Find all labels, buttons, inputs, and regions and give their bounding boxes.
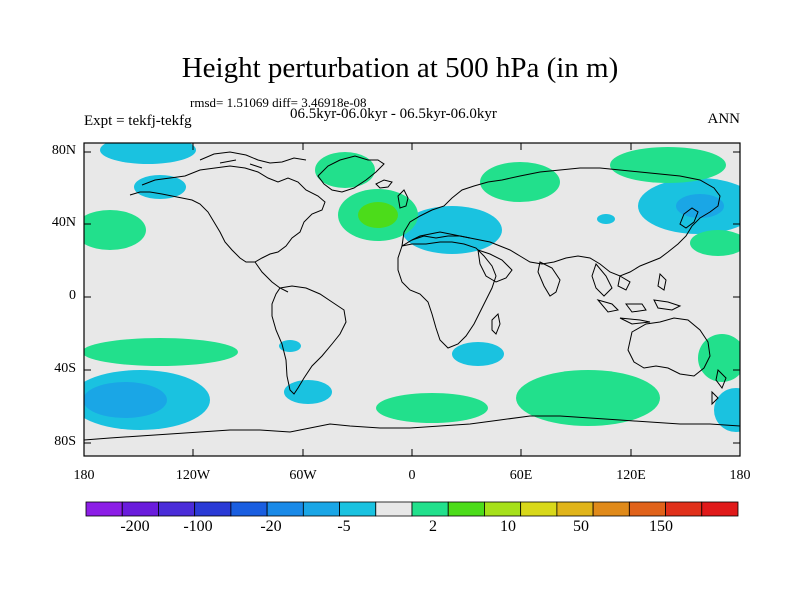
- greenland-coastline: [317, 155, 385, 193]
- australia-coastline: [627, 317, 711, 377]
- statistics-line: rmsd= 1.51069 diff= 3.46918e-08: [190, 95, 367, 110]
- colorbar-swatch: [628, 501, 666, 517]
- lat-tick-label: 0: [69, 288, 76, 303]
- positive-anomaly-region: [610, 147, 726, 183]
- lat-tick-label: 40N: [51, 215, 76, 230]
- lon-tick-label: 60W: [289, 468, 317, 483]
- britain-coastline: [397, 189, 409, 209]
- lon-tick-label: 180: [73, 468, 95, 483]
- positive-anomaly-region: [315, 152, 375, 188]
- positive-anomaly-region: [480, 162, 560, 202]
- colorbar-swatch: [194, 501, 232, 517]
- madagascar-coastline: [491, 312, 501, 335]
- lon-tick-label: 120W: [175, 468, 211, 483]
- colorbar-swatch: [592, 501, 630, 517]
- india-coastline: [537, 261, 561, 297]
- coastlines: [84, 151, 740, 441]
- experiment-label: Expt = tekfj-tekfg: [84, 113, 192, 129]
- negative-anomaly-region: [714, 388, 740, 432]
- positive-anomaly-region: [358, 202, 398, 228]
- colorbar-swatch: [85, 501, 123, 517]
- southeast-asia-coastline: [591, 262, 631, 297]
- colorbar-swatch: [484, 501, 522, 517]
- arabia-coastline: [477, 249, 513, 283]
- colorbar-swatch: [230, 501, 268, 517]
- colorbar-swatch: [520, 501, 558, 517]
- japan-coastline: [679, 207, 699, 229]
- lon-tick-label: 120E: [616, 468, 646, 483]
- colorbar-swatch: [158, 501, 196, 517]
- period-label: 06.5kyr-06.0kyr - 06.5kyr-06.0kyr: [290, 106, 497, 122]
- lon-tick-label: 60E: [509, 468, 533, 483]
- colorbar-swatch: [339, 501, 377, 517]
- lat-tick-label: 40S: [54, 361, 76, 376]
- antarctica-coastline: [84, 415, 740, 441]
- negative-anomaly-region: [402, 206, 502, 254]
- negative-anomaly-region: [452, 342, 504, 366]
- colorbar-label: 150: [649, 518, 673, 535]
- north-america-coastline: [129, 165, 326, 263]
- iceland-coastline: [375, 179, 393, 189]
- axis-ticks: [83, 143, 741, 456]
- negative-anomaly-region: [284, 380, 332, 404]
- africa-coastline: [397, 241, 497, 349]
- negative-anomaly-region: [279, 340, 301, 352]
- lon-tick-label: 0: [408, 468, 416, 483]
- colorbar-label: 2: [429, 518, 437, 535]
- lon-tick-label: 180: [729, 468, 751, 483]
- negative-anomaly-region: [134, 175, 186, 199]
- philippines-coastline: [657, 272, 667, 291]
- colorbar-swatch: [302, 501, 340, 517]
- lat-tick-label: 80N: [51, 143, 76, 158]
- colorbar-label: 10: [500, 518, 516, 535]
- negative-anomaly-region: [84, 382, 167, 418]
- eurasia-coastline: [401, 167, 721, 277]
- lat-tick-label: 80S: [54, 434, 76, 449]
- colorbar-label: 50: [573, 518, 589, 535]
- new-zealand-coastline: [711, 368, 727, 406]
- indonesia-coastline: [596, 299, 682, 325]
- mediterranean-coastline: [411, 235, 471, 241]
- colorbar-label: -5: [337, 518, 351, 535]
- positive-anomaly-region: [690, 230, 740, 256]
- colorbar-swatch: [375, 501, 413, 517]
- negative-anomaly-region: [100, 143, 196, 164]
- negative-anomaly-region: [676, 194, 724, 218]
- colorbar-label: -20: [260, 518, 282, 535]
- colorbar-swatch: [266, 501, 304, 517]
- colorbar: [85, 501, 739, 517]
- positive-anomaly-region: [698, 334, 740, 382]
- colorbar-swatch: [447, 501, 485, 517]
- colorbar-swatch: [701, 501, 739, 517]
- central-america-coastline: [254, 261, 289, 293]
- arctic-islands-coastline: [199, 151, 307, 169]
- colorbar-label: -100: [183, 518, 213, 535]
- colorbar-swatch: [556, 501, 594, 517]
- positive-anomaly-region: [84, 338, 238, 366]
- positive-anomaly-region: [516, 370, 660, 426]
- anomaly-field: [84, 143, 740, 432]
- positive-anomaly-region: [84, 210, 146, 250]
- positive-anomaly-region: [376, 393, 488, 423]
- chart-title: Height perturbation at 500 hPa (in m): [181, 52, 619, 84]
- colorbar-swatch: [411, 501, 449, 517]
- colorbar-swatch: [665, 501, 703, 517]
- negative-anomaly-region: [597, 214, 615, 224]
- colorbar-label: -200: [120, 518, 150, 535]
- colorbar-swatch: [121, 501, 159, 517]
- season-label: ANN: [707, 111, 741, 127]
- south-america-coastline: [271, 285, 347, 395]
